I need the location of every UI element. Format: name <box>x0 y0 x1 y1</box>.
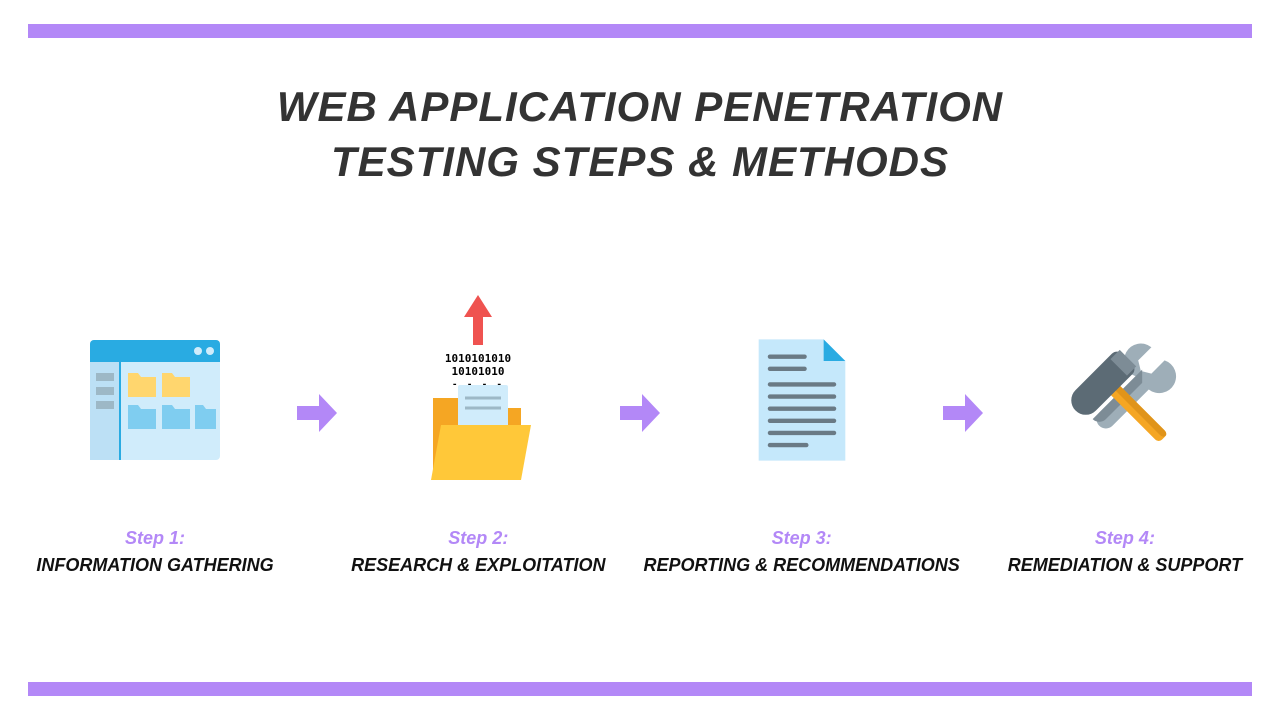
step-2: 1010101010 10101010 - - - - Step 2: RESE… <box>343 290 613 576</box>
arrow-3 <box>938 388 988 438</box>
arrow-2 <box>615 388 665 438</box>
step-3-label: REPORTING & RECOMMENDATIONS <box>643 555 959 576</box>
steps-flow: Step 1: INFORMATION GATHERING 1010101010… <box>20 290 1260 576</box>
document-icon <box>727 290 877 510</box>
browser-files-icon <box>80 290 230 510</box>
svg-text:1010101010: 1010101010 <box>445 352 511 365</box>
arrow-1 <box>292 388 342 438</box>
title-line-2: TESTING STEPS & METHODS <box>0 135 1280 190</box>
step-2-label: RESEARCH & EXPLOITATION <box>351 555 605 576</box>
step-1-num: Step 1: <box>125 528 185 549</box>
title-line-1: WEB APPLICATION PENETRATION <box>0 80 1280 135</box>
step-4-num: Step 4: <box>1095 528 1155 549</box>
step-3: Step 3: REPORTING & RECOMMENDATIONS <box>667 290 937 576</box>
accent-bar-top <box>28 24 1252 38</box>
step-4-label: REMEDIATION & SUPPORT <box>1008 555 1242 576</box>
step-3-num: Step 3: <box>772 528 832 549</box>
tools-icon <box>1050 290 1200 510</box>
step-2-num: Step 2: <box>448 528 508 549</box>
step-1: Step 1: INFORMATION GATHERING <box>20 290 290 576</box>
accent-bar-bottom <box>28 682 1252 696</box>
svg-text:10101010: 10101010 <box>452 365 505 378</box>
folder-upload-icon: 1010101010 10101010 - - - - <box>403 290 553 510</box>
step-4: Step 4: REMEDIATION & SUPPORT <box>990 290 1260 576</box>
page-title: WEB APPLICATION PENETRATION TESTING STEP… <box>0 80 1280 189</box>
step-1-label: INFORMATION GATHERING <box>36 555 273 576</box>
